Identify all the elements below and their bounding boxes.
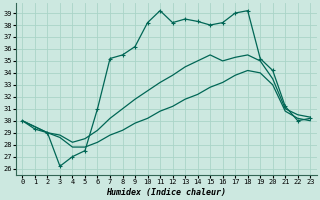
X-axis label: Humidex (Indice chaleur): Humidex (Indice chaleur) [106,188,226,197]
